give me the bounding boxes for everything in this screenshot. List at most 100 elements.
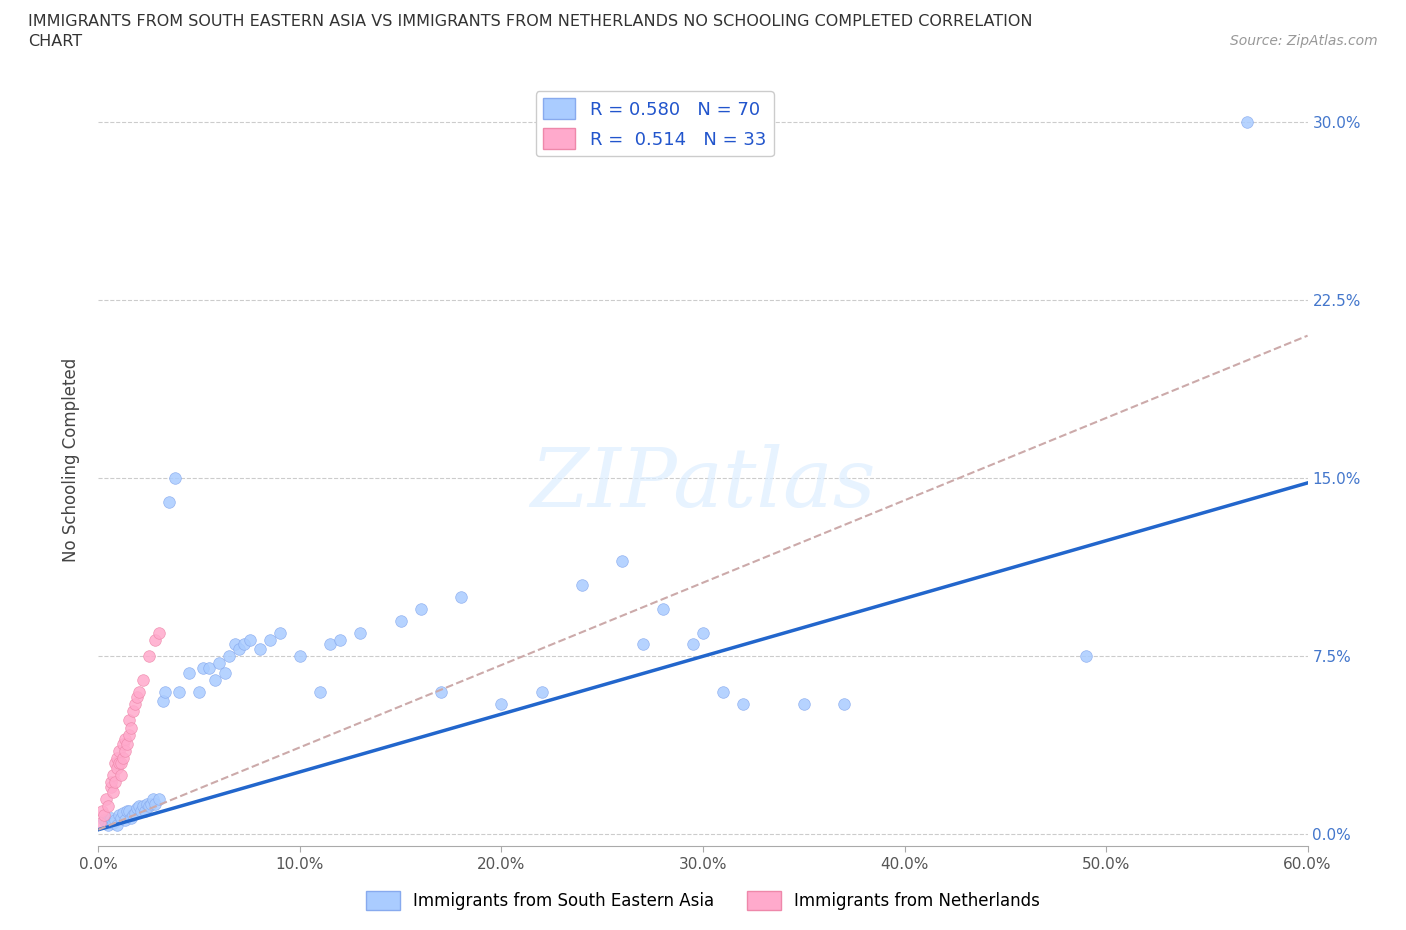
Point	[269, 625, 291, 640]
Point	[96, 815, 118, 830]
Point	[218, 649, 240, 664]
Point	[228, 642, 250, 657]
Point	[138, 649, 160, 664]
Point	[153, 684, 176, 699]
Point	[107, 756, 129, 771]
Point	[111, 751, 134, 766]
Point	[832, 697, 855, 711]
Point	[110, 756, 132, 771]
Point	[139, 796, 162, 811]
Point	[214, 666, 236, 681]
Point	[97, 817, 120, 832]
Point	[103, 775, 125, 790]
Point	[124, 805, 146, 820]
Point	[103, 756, 125, 771]
Point	[111, 805, 134, 820]
Point	[148, 791, 170, 806]
Point	[124, 697, 146, 711]
Point	[167, 684, 190, 699]
Point	[96, 791, 118, 806]
Point	[288, 649, 311, 664]
Point	[491, 697, 513, 711]
Point	[132, 799, 155, 814]
Text: CHART: CHART	[28, 34, 82, 49]
Point	[125, 689, 148, 704]
Point	[530, 684, 553, 699]
Point	[733, 697, 755, 711]
Point	[682, 637, 704, 652]
Point	[110, 767, 132, 782]
Point	[208, 656, 231, 671]
Text: IMMIGRANTS FROM SOUTH EASTERN ASIA VS IMMIGRANTS FROM NETHERLANDS NO SCHOOLING C: IMMIGRANTS FROM SOUTH EASTERN ASIA VS IM…	[28, 14, 1032, 29]
Point	[259, 632, 281, 647]
Point	[120, 810, 142, 825]
Point	[239, 632, 262, 647]
Point	[329, 632, 352, 647]
Point	[114, 732, 136, 747]
Point	[148, 625, 170, 640]
Point	[631, 637, 654, 652]
Point	[101, 767, 124, 782]
Point	[204, 672, 226, 687]
Point	[711, 684, 734, 699]
Point	[100, 779, 122, 794]
Point	[651, 602, 673, 617]
Point	[100, 810, 122, 825]
Point	[93, 813, 115, 828]
Point	[115, 804, 138, 818]
Point	[188, 684, 211, 699]
Point	[1236, 114, 1258, 129]
Point	[91, 804, 114, 818]
Point	[107, 808, 129, 823]
Point	[179, 666, 201, 681]
Point	[198, 660, 221, 675]
Point	[232, 637, 254, 652]
Point	[450, 590, 472, 604]
Point	[409, 602, 432, 617]
Point	[135, 796, 157, 811]
Point	[128, 684, 150, 699]
Point	[114, 744, 136, 759]
Point	[125, 801, 148, 816]
Point	[249, 642, 271, 657]
Point	[101, 815, 124, 830]
Text: ZIPatlas: ZIPatlas	[530, 444, 876, 524]
Point	[120, 720, 142, 735]
Y-axis label: No Schooling Completed: No Schooling Completed	[62, 358, 80, 563]
Point	[224, 637, 246, 652]
Point	[105, 817, 128, 832]
Point	[121, 703, 143, 718]
Point	[97, 799, 120, 814]
Point	[93, 808, 115, 823]
Point	[115, 737, 138, 751]
Point	[105, 751, 128, 766]
Point	[157, 495, 180, 510]
Text: Source: ZipAtlas.com: Source: ZipAtlas.com	[1230, 34, 1378, 48]
Point	[111, 737, 134, 751]
Point	[132, 672, 155, 687]
Legend: R = 0.580   N = 70, R =  0.514   N = 33: R = 0.580 N = 70, R = 0.514 N = 33	[536, 91, 773, 156]
Point	[309, 684, 332, 699]
Point	[389, 613, 412, 628]
Point	[319, 637, 342, 652]
Point	[121, 808, 143, 823]
Point	[349, 625, 371, 640]
Point	[103, 813, 125, 828]
Point	[134, 804, 156, 818]
Point	[163, 471, 186, 485]
Point	[118, 727, 141, 742]
Point	[612, 554, 634, 569]
Point	[89, 815, 111, 830]
Point	[118, 713, 141, 728]
Point	[692, 625, 714, 640]
Point	[110, 810, 132, 825]
Point	[1074, 649, 1097, 664]
Point	[100, 775, 122, 790]
Point	[114, 813, 136, 828]
Point	[105, 761, 128, 776]
Point	[152, 694, 174, 709]
Point	[193, 660, 215, 675]
Point	[571, 578, 593, 592]
Point	[430, 684, 453, 699]
Point	[128, 799, 150, 814]
